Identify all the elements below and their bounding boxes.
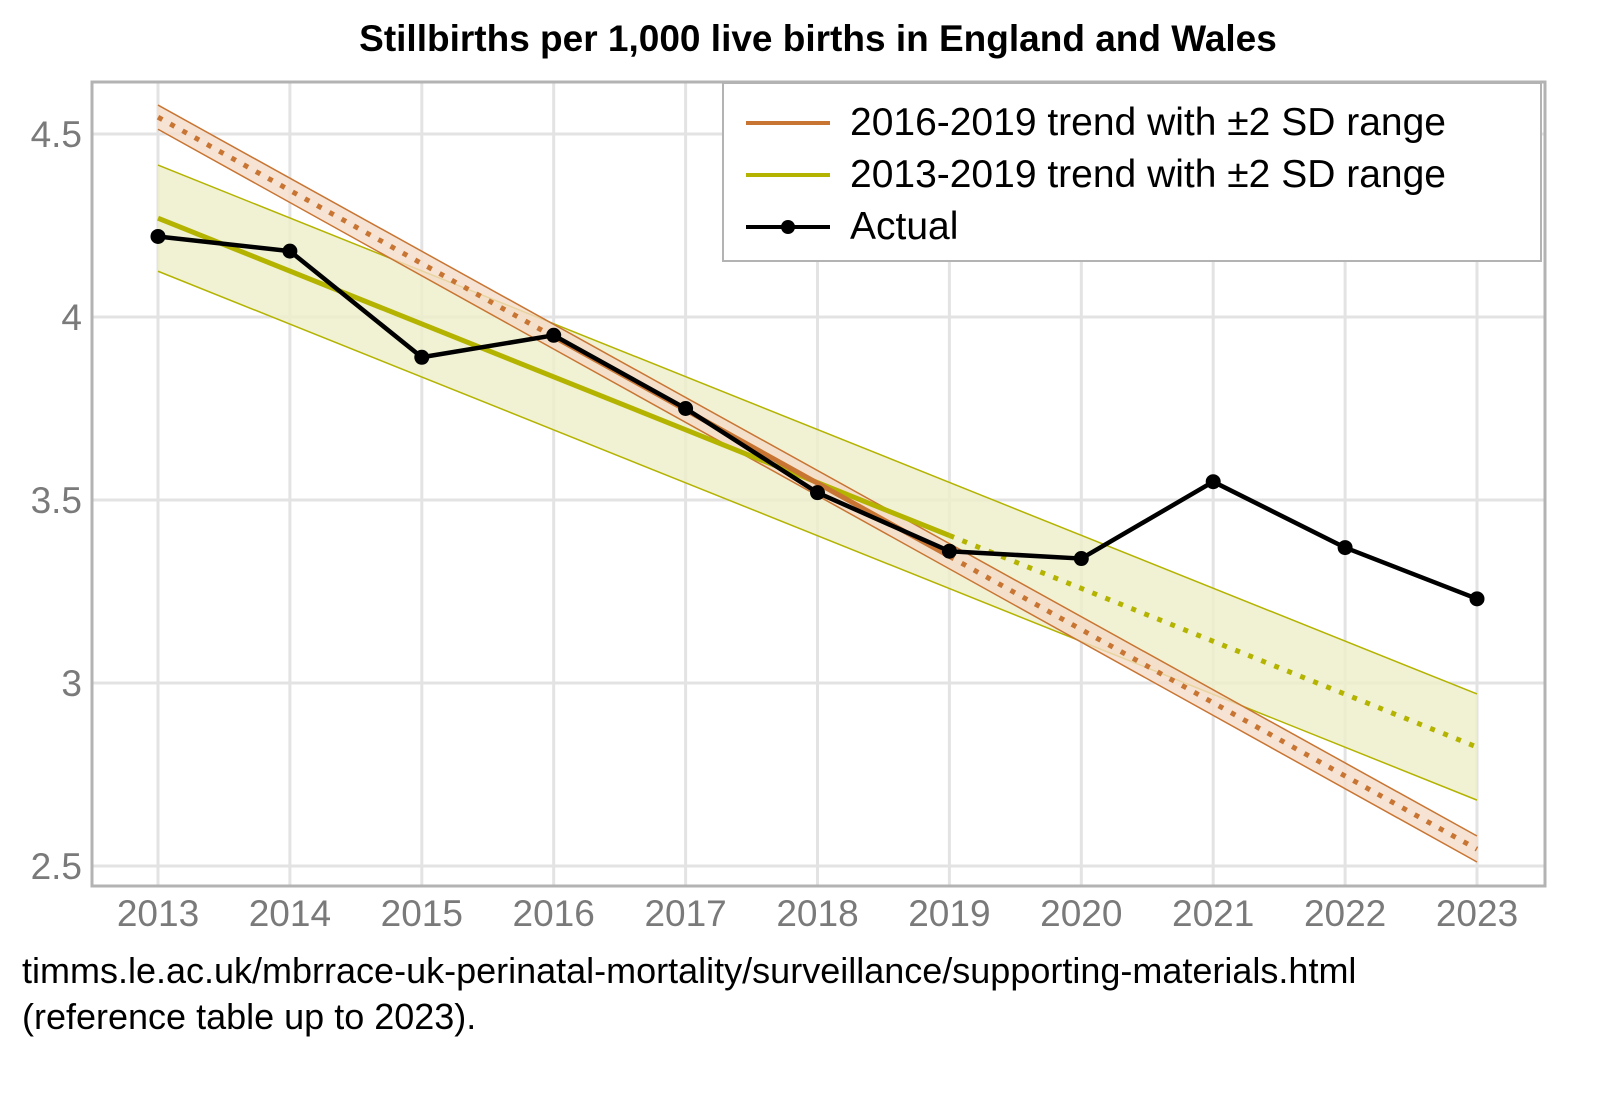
x-tick-label: 2019 <box>908 893 990 934</box>
x-tick-label: 2015 <box>381 893 463 934</box>
actual-point <box>150 228 166 244</box>
x-tick-label: 2020 <box>1040 893 1122 934</box>
actual-series <box>150 228 1485 607</box>
x-tick-label: 2017 <box>644 893 726 934</box>
actual-point <box>941 543 957 559</box>
sd-band-lower-edge <box>157 270 1478 801</box>
legend-label: 2013-2019 trend with ±2 SD range <box>850 153 1446 196</box>
source-caption-note: (reference table up to 2023). <box>22 996 477 1037</box>
trend-line-projection-dotted <box>948 533 1478 750</box>
actual-point <box>546 327 562 343</box>
y-tick-label: 3.5 <box>31 480 82 521</box>
legend-key-olive-line <box>746 150 830 200</box>
legend-key-orange-line <box>746 98 830 148</box>
x-tick-label: 2018 <box>776 893 858 934</box>
chart-title: Stillbirths per 1,000 live births in Eng… <box>359 18 1277 59</box>
legend-label: Actual <box>850 205 959 248</box>
source-caption-url: timms.le.ac.uk/mbrrace-uk-perinatal-mort… <box>22 950 1357 991</box>
trend-line-projection-dotted <box>948 554 1479 852</box>
y-tick-label: 3 <box>61 663 82 704</box>
legend-item-actual: Actual <box>746 202 958 252</box>
legend: 2016-2019 trend with ±2 SD range 2013-20… <box>722 82 1542 262</box>
actual-point <box>282 243 298 259</box>
sd-band-upper-edge <box>157 164 1478 695</box>
sd-band-upper-edge <box>157 104 1478 837</box>
legend-item-2013-2019-trend: 2013-2019 trend with ±2 SD range <box>746 150 1446 200</box>
actual-point <box>810 485 825 501</box>
x-tick-label: 2013 <box>117 893 199 934</box>
x-axis-ticks: 2013 2014 2015 2016 2017 2018 2019 2020 2021 2022… <box>117 893 1518 934</box>
y-tick-label: 2.5 <box>31 846 82 887</box>
actual-point <box>1073 551 1089 567</box>
actual-point <box>1469 591 1485 607</box>
actual-point <box>678 401 694 416</box>
actual-point <box>414 349 430 365</box>
actual-point <box>1337 540 1353 556</box>
actual-point <box>1205 474 1221 490</box>
y-axis-ticks: 2.5 3 3.5 4 4.5 <box>31 114 82 887</box>
x-tick-label: 2016 <box>513 893 595 934</box>
x-tick-label: 2014 <box>249 893 331 934</box>
y-tick-label: 4.5 <box>31 114 82 155</box>
x-tick-label: 2021 <box>1172 893 1254 934</box>
legend-label: 2016-2019 trend with ±2 SD range <box>850 101 1446 144</box>
x-tick-label: 2023 <box>1436 893 1518 934</box>
y-tick-label: 4 <box>61 297 82 338</box>
x-tick-label: 2022 <box>1304 893 1386 934</box>
legend-item-2016-2019-trend: 2016-2019 trend with ±2 SD range <box>746 98 1446 148</box>
legend-key-black-line-dot <box>746 202 830 252</box>
trend-line-projection-dotted <box>156 114 555 339</box>
